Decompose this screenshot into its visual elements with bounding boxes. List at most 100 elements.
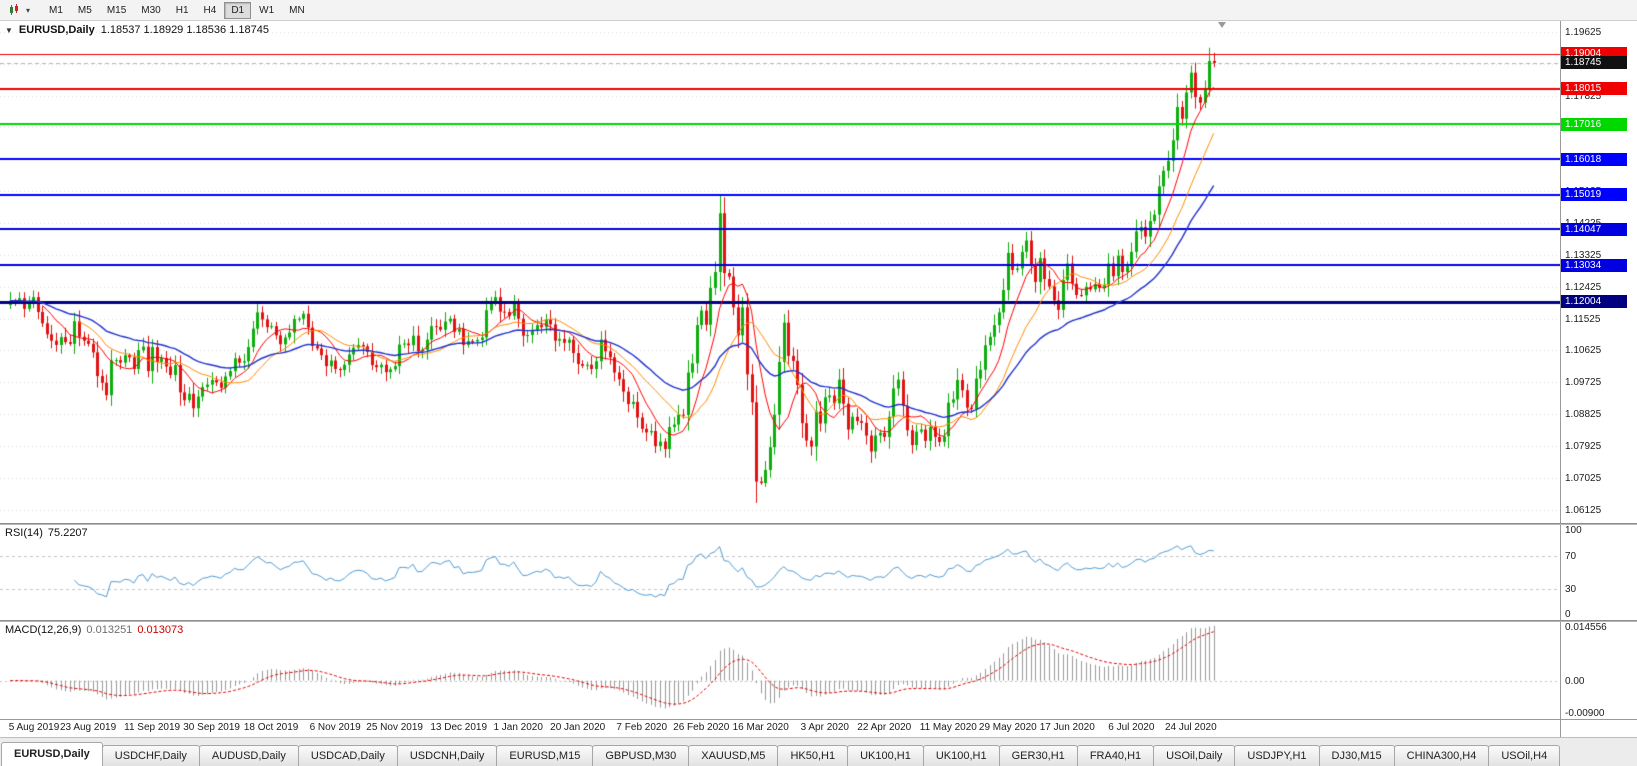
chart-tab-audusd-daily[interactable]: AUDUSD,Daily: [198, 745, 299, 766]
chart-tab-uk100-h1[interactable]: UK100,H1: [922, 745, 1000, 766]
timeframe-buttons-group: M1 M5 M15 M30 H1 H4 D1 W1 MN: [42, 1, 312, 19]
price-level-badge: 1.16018: [1561, 152, 1627, 166]
date-axis-label: 30 Sep 2019: [183, 722, 240, 733]
date-axis-label: 29 May 2020: [978, 722, 1037, 733]
price-scale[interactable]: 1.196251.187251.178251.169251.160251.151…: [1560, 21, 1637, 523]
price-level-badge: 1.17016: [1561, 117, 1627, 131]
chart-tab-usdjpy-h1[interactable]: USDJPY,H1: [1234, 745, 1320, 766]
price-level-badge: 1.18015: [1561, 82, 1627, 96]
current-price-badge: 1.18745: [1561, 56, 1627, 70]
rsi-axis-label: 70: [1565, 550, 1577, 562]
price-axis-label: 1.10625: [1565, 345, 1602, 357]
price-level-badge: 1.15019: [1561, 188, 1627, 202]
price-axis-label: 1.06125: [1565, 504, 1602, 516]
timeframe-toolbar: ▾ M1 M5 M15 M30 H1 H4 D1 W1 MN: [0, 0, 1637, 21]
rsi-canvas[interactable]: [0, 525, 1560, 620]
timeframe-button-mn[interactable]: MN: [289, 4, 305, 16]
date-axis-label: 18 Oct 2019: [243, 722, 299, 733]
chart-tab-xauusd-m5[interactable]: XAUUSD,M5: [688, 745, 779, 766]
chart-tab-eurusd-daily[interactable]: EURUSD,Daily: [1, 742, 103, 766]
timeframe-button-m1[interactable]: M1: [49, 4, 63, 16]
chart-tab-usdcad-daily[interactable]: USDCAD,Daily: [297, 745, 398, 766]
timeframe-button-m5[interactable]: M5: [77, 4, 92, 16]
date-axis-label: 22 Apr 2020: [857, 722, 912, 733]
date-axis-label: 3 Apr 2020: [800, 722, 849, 733]
chart-tab-dj30-m15[interactable]: DJ30,M15: [1318, 745, 1395, 766]
chart-symbol-label: EURUSD,Daily: [18, 24, 95, 36]
price-level-badge: 1.13034: [1561, 258, 1627, 272]
chart-tab-usdchf-daily[interactable]: USDCHF,Daily: [101, 745, 200, 766]
macd-axis-label: 0.00: [1565, 675, 1585, 687]
date-axis-label: 13 Dec 2019: [430, 722, 488, 733]
date-axis-label: 16 Mar 2020: [732, 722, 789, 733]
pane-splitter[interactable]: [0, 620, 1637, 622]
date-axis-label: 26 Feb 2020: [673, 722, 730, 733]
candlestick-chart-icon: [10, 4, 18, 15]
date-axis-label: 11 May 2020: [919, 722, 977, 733]
rsi-indicator-label: RSI(14) 75.2207: [5, 527, 88, 539]
chart-tab-gbpusd-m30[interactable]: GBPUSD,M30: [592, 745, 690, 766]
chart-tab-usoil-daily[interactable]: USOil,Daily: [1153, 745, 1236, 766]
price-level-badge: 1.12004: [1561, 295, 1627, 309]
rsi-pane: RSI(14) 75.2207 100 70 30 0: [0, 525, 1637, 620]
price-axis-label: 1.19625: [1565, 26, 1602, 38]
timeframe-button-w1[interactable]: W1: [259, 4, 275, 16]
rsi-scale[interactable]: 100 70 30 0: [1560, 525, 1637, 620]
chart-shift-marker-icon[interactable]: [1218, 22, 1226, 28]
chart-tab-usdcnh-daily[interactable]: USDCNH,Daily: [396, 745, 498, 766]
date-axis-label: 11 Sep 2019: [124, 722, 181, 733]
timeframe-button-h4[interactable]: H4: [203, 4, 217, 16]
macd-pane: MACD(12,26,9) 0.013251 0.013073 0.014556…: [0, 622, 1637, 719]
chart-tab-fra40-h1[interactable]: FRA40,H1: [1076, 745, 1155, 766]
chart-ohlc-values: 1.18537 1.18929 1.18536 1.18745: [100, 24, 269, 36]
rsi-value: 75.2207: [47, 527, 88, 539]
rsi-axis-label: 30: [1565, 584, 1577, 596]
macd-value-main: 0.013251: [86, 624, 133, 636]
macd-name: MACD(12,26,9): [5, 624, 82, 636]
chart-tab-eurusd-m15[interactable]: EURUSD,M15: [496, 745, 594, 766]
date-axis-label: 5 Aug 2019: [8, 722, 60, 733]
chevron-down-icon: ▾: [26, 5, 31, 15]
date-axis-label: 20 Jan 2020: [550, 722, 606, 733]
candlestick-canvas[interactable]: [0, 21, 1560, 523]
macd-canvas[interactable]: [0, 622, 1560, 719]
price-axis-label: 1.12425: [1565, 281, 1602, 293]
rsi-name: RSI(14): [5, 527, 43, 539]
chart-tab-china300-h4[interactable]: CHINA300,H4: [1393, 745, 1490, 766]
date-axis-label: 25 Nov 2019: [366, 722, 423, 733]
date-axis-label: 6 Nov 2019: [309, 722, 361, 733]
price-axis-label: 1.13325: [1565, 249, 1602, 261]
macd-plot: MACD(12,26,9) 0.013251 0.013073: [0, 622, 1560, 719]
macd-axis-label: 0.014556: [1565, 622, 1607, 634]
chart-tab-uk100-h1[interactable]: UK100,H1: [847, 745, 924, 766]
chart-tab-usoil-h4[interactable]: USOil,H4: [1488, 745, 1561, 766]
macd-scale[interactable]: 0.014556 0.00 -0.00900: [1560, 622, 1637, 719]
price-axis-label: 1.07025: [1565, 472, 1602, 484]
scale-corner: [1560, 720, 1637, 737]
date-axis-label: 1 Jan 2020: [493, 722, 543, 733]
macd-indicator-label: MACD(12,26,9) 0.013251 0.013073: [5, 624, 183, 636]
date-axis-label: 23 Aug 2019: [59, 722, 117, 733]
rsi-plot: RSI(14) 75.2207: [0, 525, 1560, 620]
rsi-axis-label: 100: [1565, 525, 1582, 537]
date-axis-label: 6 Jul 2020: [1108, 722, 1155, 733]
macd-value-signal: 0.013073: [137, 624, 184, 636]
collapse-arrow-icon[interactable]: ▼: [5, 25, 13, 35]
chart-type-dropdown[interactable]: ▾: [4, 2, 35, 18]
date-axis-label: 17 Jun 2020: [1039, 722, 1095, 733]
timeframe-button-h1[interactable]: H1: [175, 4, 189, 16]
price-axis-label: 1.11525: [1565, 313, 1601, 325]
price-level-badge: 1.14047: [1561, 222, 1627, 236]
price-axis-label: 1.09725: [1565, 377, 1602, 389]
timeframe-button-d1[interactable]: D1: [224, 1, 252, 19]
timeframe-button-m15[interactable]: M15: [106, 4, 127, 16]
main-chart-plot: ▼ EURUSD,Daily 1.18537 1.18929 1.18536 1…: [0, 21, 1560, 523]
rsi-axis-label: 0: [1565, 609, 1571, 620]
price-axis-label: 1.07925: [1565, 441, 1602, 452]
chart-tab-hk50-h1[interactable]: HK50,H1: [777, 745, 849, 766]
chart-tab-ger30-h1[interactable]: GER30,H1: [998, 745, 1078, 766]
date-scale[interactable]: 5 Aug 2019 23 Aug 2019 11 Sep 2019 30 Sep 2…: [0, 720, 1560, 737]
pane-splitter[interactable]: [0, 523, 1637, 525]
timeframe-button-m30[interactable]: M30: [141, 4, 161, 16]
